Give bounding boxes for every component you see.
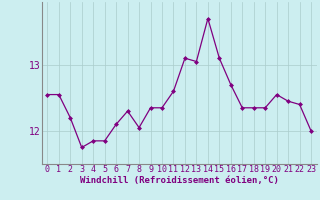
X-axis label: Windchill (Refroidissement éolien,°C): Windchill (Refroidissement éolien,°C) (80, 176, 279, 185)
